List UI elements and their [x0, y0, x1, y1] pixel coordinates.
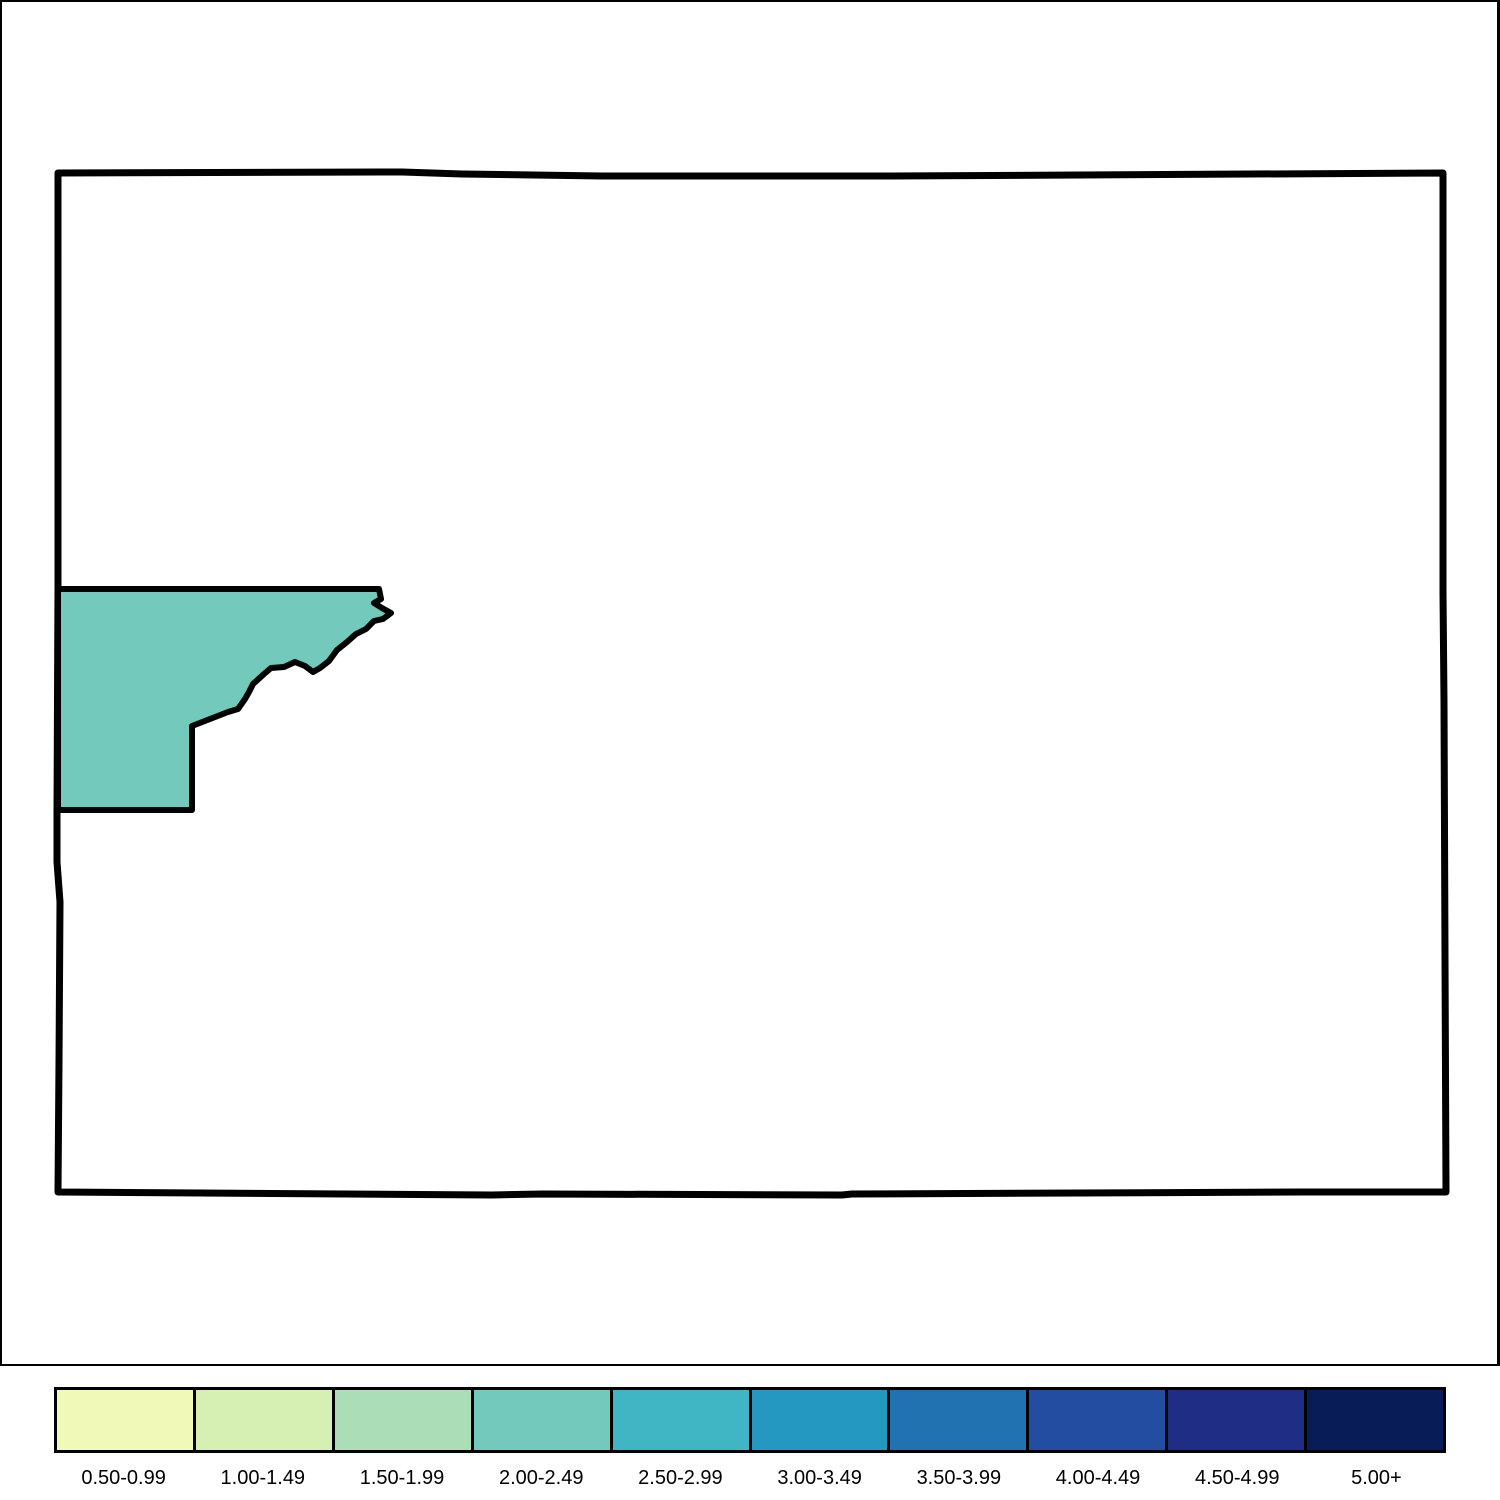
- legend-swatch: [890, 1390, 1030, 1450]
- legend-label: 1.50-1.99: [359, 1467, 445, 1489]
- legend-label: 3.00-3.49: [777, 1467, 862, 1489]
- legend-swatch: [612, 1390, 752, 1450]
- legend-swatch: [1307, 1390, 1444, 1450]
- legend-label: 4.00-4.49: [1055, 1467, 1141, 1489]
- legend-swatch: [1029, 1390, 1169, 1450]
- legend-swatch: [751, 1390, 891, 1450]
- legend-color-bar: [54, 1387, 1446, 1453]
- legend-swatch: [195, 1390, 335, 1450]
- legend-swatch: [334, 1390, 474, 1450]
- legend-labels: 0.50-0.99 1.00-1.49 1.50-1.99 2.00-2.49 2.50…: [54, 1463, 1446, 1493]
- legend-swatch: [473, 1390, 613, 1450]
- legend-label: 2.50-2.99: [638, 1467, 723, 1489]
- legend-label: 2.00-2.49: [498, 1467, 584, 1489]
- legend-label: 1.00-1.49: [220, 1467, 306, 1489]
- legend-label: 5.00+: [1351, 1467, 1402, 1489]
- legend-label: 4.50-4.99: [1194, 1467, 1280, 1489]
- county-region[interactable]: [55, 586, 394, 813]
- legend-swatch: [1168, 1390, 1308, 1450]
- map-canvas: [53, 168, 1450, 1199]
- map-frame: [0, 0, 1500, 1366]
- legend: 0.50-0.99 1.00-1.49 1.50-1.99 2.00-2.49 2.50…: [54, 1387, 1446, 1500]
- legend-label: 0.50-0.99: [81, 1467, 166, 1489]
- state-outline: [53, 168, 1450, 1199]
- legend-label: 3.50-3.99: [916, 1467, 1002, 1489]
- legend-swatch: [57, 1390, 196, 1450]
